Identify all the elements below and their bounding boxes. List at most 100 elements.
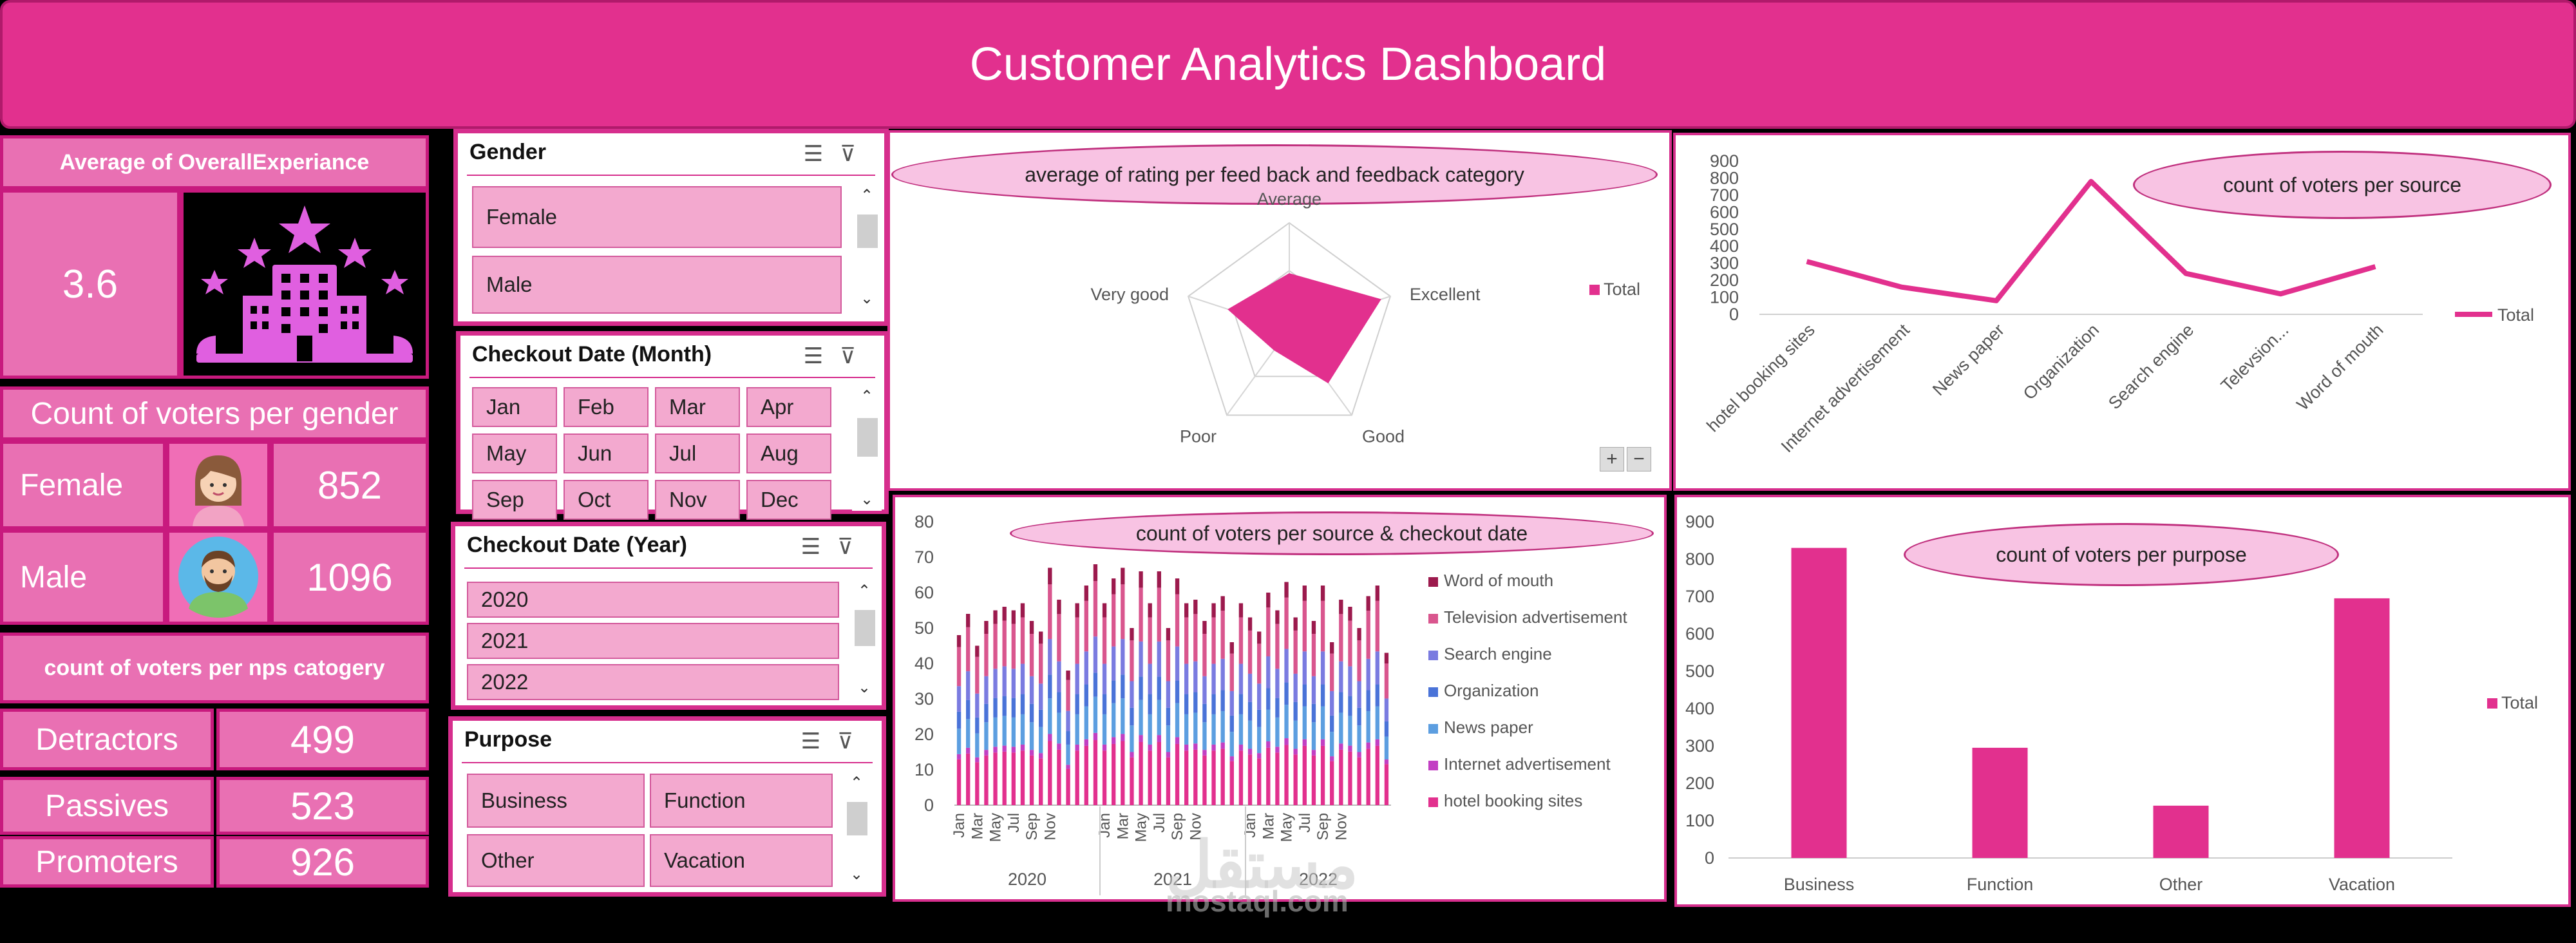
year-slicer-scrollbar[interactable]: ⌃ ⌄ xyxy=(849,582,879,700)
stacked-bar-segment xyxy=(1139,741,1143,805)
multi-select-icon[interactable]: ☰ xyxy=(800,535,838,559)
stacked-bar-segment xyxy=(1084,739,1088,746)
nps-detractors-value: 499 xyxy=(216,709,429,770)
gender-slicer-item-female[interactable]: Female xyxy=(472,186,842,248)
month-slicer-item-nov[interactable]: Nov xyxy=(655,480,740,520)
clear-filter-icon[interactable]: ⊽ xyxy=(837,729,870,754)
month-slicer-item-dec[interactable]: Dec xyxy=(746,480,831,520)
stacked-bar-segment xyxy=(1375,706,1379,739)
month-slicer-scrollbar[interactable]: ⌃ ⌄ xyxy=(852,387,882,511)
year-slicer-item-2021[interactable]: 2021 xyxy=(467,623,839,659)
stacked-bar-segment xyxy=(1157,676,1161,700)
x-month-label: Jul xyxy=(1296,813,1314,833)
stacked-bar-segment xyxy=(1339,749,1343,805)
month-slicer-item-mar[interactable]: Mar xyxy=(655,387,740,427)
stacked-bar-segment xyxy=(1011,717,1016,747)
month-slicer-item-feb[interactable]: Feb xyxy=(564,387,649,427)
year-slicer-item-2020[interactable]: 2020 xyxy=(467,582,839,618)
male-avatar-icon xyxy=(166,529,270,625)
legend-swatch xyxy=(1428,761,1438,770)
hotel-stars-icon xyxy=(180,189,429,379)
stacked-bar-segment xyxy=(1084,651,1088,685)
stacked-bar-segment xyxy=(1229,653,1234,691)
gender-slicer-item-male[interactable]: Male xyxy=(472,256,842,314)
gender-slicer-scrollbar[interactable]: ⌃ ⌄ xyxy=(852,186,882,312)
zoom-out-button[interactable]: − xyxy=(1627,447,1651,472)
stacked-bar-segment xyxy=(1011,610,1016,624)
stacked-bar-segment xyxy=(1229,732,1234,757)
stacked-bar-segment xyxy=(1039,709,1043,727)
line-series-total xyxy=(1806,178,2376,303)
stacked-bar-segment xyxy=(1075,663,1079,694)
stacked-bar-segment xyxy=(1130,640,1134,681)
purpose-bar-chart: 0 100 200 300 400 500 600 700 800 900 Business Func… xyxy=(1685,512,2538,894)
stacked-bar-segment xyxy=(993,717,998,747)
legend-label: Search engine xyxy=(1444,644,1552,663)
month-slicer-item-jan[interactable]: Jan xyxy=(472,387,557,427)
month-slicer-item-sep[interactable]: Sep xyxy=(472,480,557,520)
stacked-bar-segment xyxy=(1211,694,1216,714)
stacked-bar-segment xyxy=(1211,744,1216,751)
stacked-bar-segment xyxy=(1093,732,1098,741)
stacked-bar-segment xyxy=(1275,610,1280,624)
y-tick-label: 400 xyxy=(1710,236,1739,256)
stacked-bar-segment xyxy=(1293,720,1298,749)
stacked-bar-segment xyxy=(1220,611,1225,659)
stacked-bar-segment xyxy=(975,645,980,657)
stacked-bar-segment xyxy=(993,624,998,669)
legend-swatch xyxy=(1428,577,1438,587)
stacked-bar-segment xyxy=(1339,661,1343,692)
month-slicer-item-aug[interactable]: Aug xyxy=(746,433,831,473)
watermark-logo: مستقل xyxy=(1166,829,1359,901)
purpose-slicer-item-other[interactable]: Other xyxy=(467,834,645,887)
clear-filter-icon[interactable]: ⊽ xyxy=(837,535,870,559)
multi-select-icon[interactable]: ☰ xyxy=(803,344,840,368)
stacked-bar-segment xyxy=(1311,621,1316,634)
purpose-slicer-item-function[interactable]: Function xyxy=(650,774,833,828)
stacked-bar-segment xyxy=(1121,584,1125,640)
stacked-bar-segment xyxy=(1193,614,1198,662)
stacked-bar-segment xyxy=(1375,651,1379,685)
stacked-bar-segment xyxy=(1257,709,1262,727)
stacked-bar-segment xyxy=(1048,741,1052,805)
stacked-bar-segment xyxy=(1375,600,1379,652)
stacked-bar-segment xyxy=(1229,756,1234,761)
stacked-bar-segment xyxy=(1247,754,1253,805)
stacked-bar-segment xyxy=(1020,744,1025,751)
stacked-bar-segment xyxy=(1284,597,1289,649)
clear-filter-icon[interactable]: ⊽ xyxy=(840,344,873,368)
stacked-bar-segment xyxy=(1148,663,1152,694)
month-slicer-item-may[interactable]: May xyxy=(472,433,557,473)
purpose-slicer-item-vacation[interactable]: Vacation xyxy=(650,834,833,887)
stacked-bar-segment xyxy=(956,686,961,712)
month-slicer-item-apr[interactable]: Apr xyxy=(746,387,831,427)
stacked-bar-segment xyxy=(1302,586,1307,601)
purpose-slicer-scrollbar[interactable]: ⌃ ⌄ xyxy=(842,774,871,887)
purpose-slicer-item-business[interactable]: Business xyxy=(467,774,645,828)
stacked-bar-segment xyxy=(1220,596,1225,611)
stacked-bar-segment xyxy=(1057,749,1061,805)
stacked-bar-segment xyxy=(1139,641,1143,677)
x-tick-label: Business xyxy=(1784,875,1855,894)
stacked-bar-segment xyxy=(1330,642,1334,654)
zoom-in-button[interactable]: + xyxy=(1600,447,1624,472)
multi-select-icon[interactable]: ☰ xyxy=(803,142,840,166)
legend-label: Internet advertisement xyxy=(1444,754,1611,774)
x-month-label: Mar xyxy=(1114,813,1132,839)
stacked-bar-segment xyxy=(1130,725,1134,752)
stacked-bar-segment xyxy=(1357,707,1361,726)
month-slicer-item-jul[interactable]: Jul xyxy=(655,433,740,473)
year-slicer-item-2022[interactable]: 2022 xyxy=(467,664,839,700)
legend-label-total: Total xyxy=(1604,280,1640,299)
multi-select-icon[interactable]: ☰ xyxy=(800,729,838,754)
stacked-bar-segment xyxy=(1112,578,1116,595)
month-slicer-item-oct[interactable]: Oct xyxy=(564,480,649,520)
stacked-bar-segment xyxy=(1275,624,1280,669)
y-tick-label: 900 xyxy=(1710,151,1739,171)
month-slicer-item-jun[interactable]: Jun xyxy=(564,433,649,473)
stacked-bar-segment xyxy=(1020,617,1025,664)
stacked-bar-segment xyxy=(975,757,980,763)
clear-filter-icon[interactable]: ⊽ xyxy=(840,142,873,166)
stacked-bar-segment xyxy=(1284,738,1289,745)
